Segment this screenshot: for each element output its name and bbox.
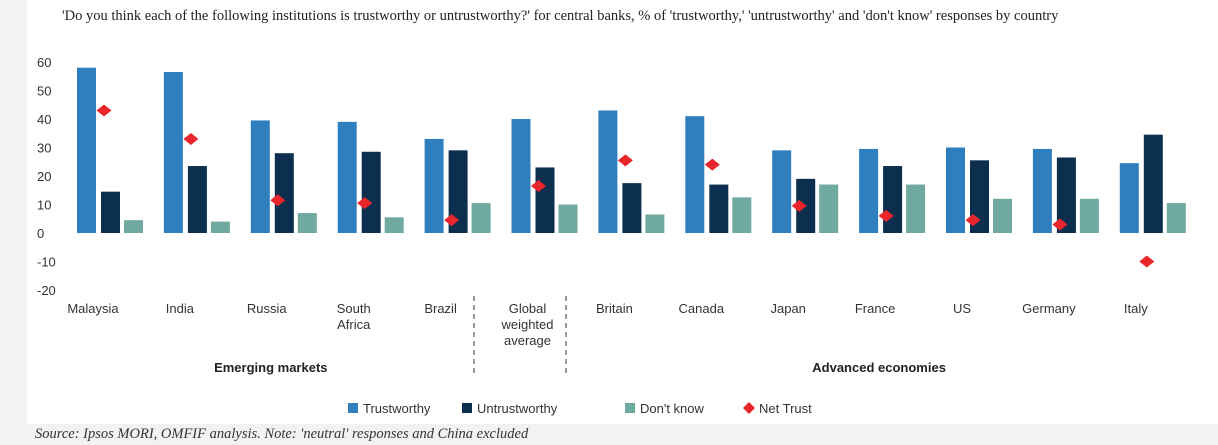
- x-tick-label: India: [166, 301, 195, 316]
- bar-don-t-know: [210, 221, 230, 233]
- x-tick-label: Russia: [247, 301, 288, 316]
- net-trust-marker: [183, 132, 199, 145]
- bar-untrustworthy: [970, 160, 989, 233]
- bar-untrustworthy: [883, 166, 903, 233]
- bar-untrustworthy: [448, 150, 468, 233]
- net-trust-marker: [704, 158, 720, 171]
- source-note: Source: Ipsos MORI, OMFIF analysis. Note…: [35, 426, 529, 442]
- y-tick-label: 10: [37, 198, 51, 213]
- y-tick-label: 40: [37, 112, 51, 127]
- bar-don-t-know: [384, 217, 404, 233]
- x-tick-label: Brazil: [424, 301, 457, 316]
- bar-trustworthy: [337, 121, 357, 233]
- net-trust-marker: [617, 154, 633, 167]
- x-tick-label: Malaysia: [67, 301, 119, 316]
- legend-swatch: [462, 403, 472, 413]
- bar-untrustworthy: [535, 167, 555, 233]
- bar-trustworthy: [946, 147, 965, 233]
- bar-untrustworthy: [187, 166, 207, 233]
- x-tick-label: Germany: [1022, 301, 1076, 316]
- net-trust-marker: [270, 194, 286, 207]
- group-label: Emerging markets: [214, 360, 327, 375]
- bar-don-t-know: [297, 213, 317, 233]
- y-tick-label: 50: [37, 84, 51, 99]
- y-tick-label: -10: [37, 255, 56, 270]
- net-trust-marker: [96, 104, 112, 117]
- legend-label: Don't know: [640, 401, 705, 416]
- bar-trustworthy: [1119, 163, 1139, 233]
- bar-untrustworthy: [274, 153, 294, 233]
- bar-don-t-know: [732, 197, 752, 233]
- bar-trustworthy: [163, 71, 183, 233]
- legend-label: Net Trust: [759, 401, 812, 416]
- y-tick-label: -20: [37, 283, 56, 298]
- bar-trustworthy: [424, 138, 444, 233]
- bar-trustworthy: [1032, 148, 1052, 233]
- net-trust-marker: [791, 199, 807, 212]
- x-tick-label: Global: [509, 301, 547, 316]
- bar-untrustworthy: [1056, 157, 1076, 233]
- x-tick-label: average: [504, 333, 551, 348]
- bar-untrustworthy: [1143, 134, 1163, 233]
- bar-trustworthy: [685, 116, 705, 233]
- bar-don-t-know: [906, 184, 926, 233]
- net-trust-marker: [878, 209, 894, 222]
- bar-don-t-know: [558, 204, 578, 233]
- x-tick-label: Britain: [596, 301, 633, 316]
- y-tick-label: 60: [37, 55, 51, 70]
- bar-trustworthy: [859, 148, 879, 233]
- bar-don-t-know: [124, 220, 143, 233]
- bar-don-t-know: [471, 203, 491, 233]
- legend-swatch: [743, 402, 755, 414]
- x-tick-label: Canada: [679, 301, 725, 316]
- net-trust-marker: [444, 214, 460, 227]
- net-trust-marker: [531, 179, 546, 192]
- bar-don-t-know: [645, 214, 665, 233]
- net-trust-marker: [1139, 255, 1155, 268]
- bar-don-t-know: [1166, 203, 1186, 233]
- legend-label: Trustworthy: [363, 401, 431, 416]
- bar-trustworthy: [772, 150, 792, 233]
- x-tick-label: Japan: [770, 301, 805, 316]
- net-trust-marker: [965, 214, 981, 227]
- net-trust-marker: [1052, 218, 1068, 231]
- y-tick-label: 20: [37, 169, 51, 184]
- bar-untrustworthy: [709, 184, 729, 233]
- bar-trustworthy: [511, 119, 531, 233]
- legend-label: Untrustworthy: [477, 401, 558, 416]
- x-tick-label: weighted: [500, 317, 553, 332]
- bar-untrustworthy: [622, 183, 642, 233]
- x-tick-label: Africa: [337, 317, 371, 332]
- net-trust-marker: [357, 197, 373, 210]
- bar-untrustworthy: [101, 191, 120, 233]
- bar-trustworthy: [598, 110, 618, 233]
- y-tick-label: 30: [37, 141, 51, 156]
- bar-don-t-know: [1079, 198, 1099, 233]
- bar-untrustworthy: [361, 151, 381, 233]
- y-tick-label: 0: [37, 226, 44, 241]
- chart-title: 'Do you think each of the following inst…: [62, 8, 1059, 24]
- bar-don-t-know: [993, 198, 1012, 233]
- legend-swatch: [625, 403, 635, 413]
- x-tick-label: Italy: [1124, 301, 1148, 316]
- x-tick-label: US: [953, 301, 971, 316]
- bar-don-t-know: [819, 184, 839, 233]
- legend-swatch: [348, 403, 358, 413]
- bar-trustworthy: [77, 67, 96, 233]
- x-tick-label: South: [337, 301, 371, 316]
- x-tick-label: France: [855, 301, 895, 316]
- group-label: Advanced economies: [812, 360, 946, 375]
- bar-trustworthy: [250, 120, 270, 233]
